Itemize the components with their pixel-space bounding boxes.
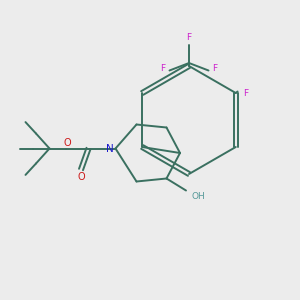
Text: F: F bbox=[160, 64, 166, 73]
Text: F: F bbox=[243, 88, 249, 98]
Text: F: F bbox=[186, 33, 192, 42]
Text: O: O bbox=[63, 138, 71, 148]
Text: F: F bbox=[212, 64, 218, 73]
Text: O: O bbox=[77, 172, 85, 182]
Text: OH: OH bbox=[191, 192, 205, 201]
Text: N: N bbox=[106, 143, 114, 154]
